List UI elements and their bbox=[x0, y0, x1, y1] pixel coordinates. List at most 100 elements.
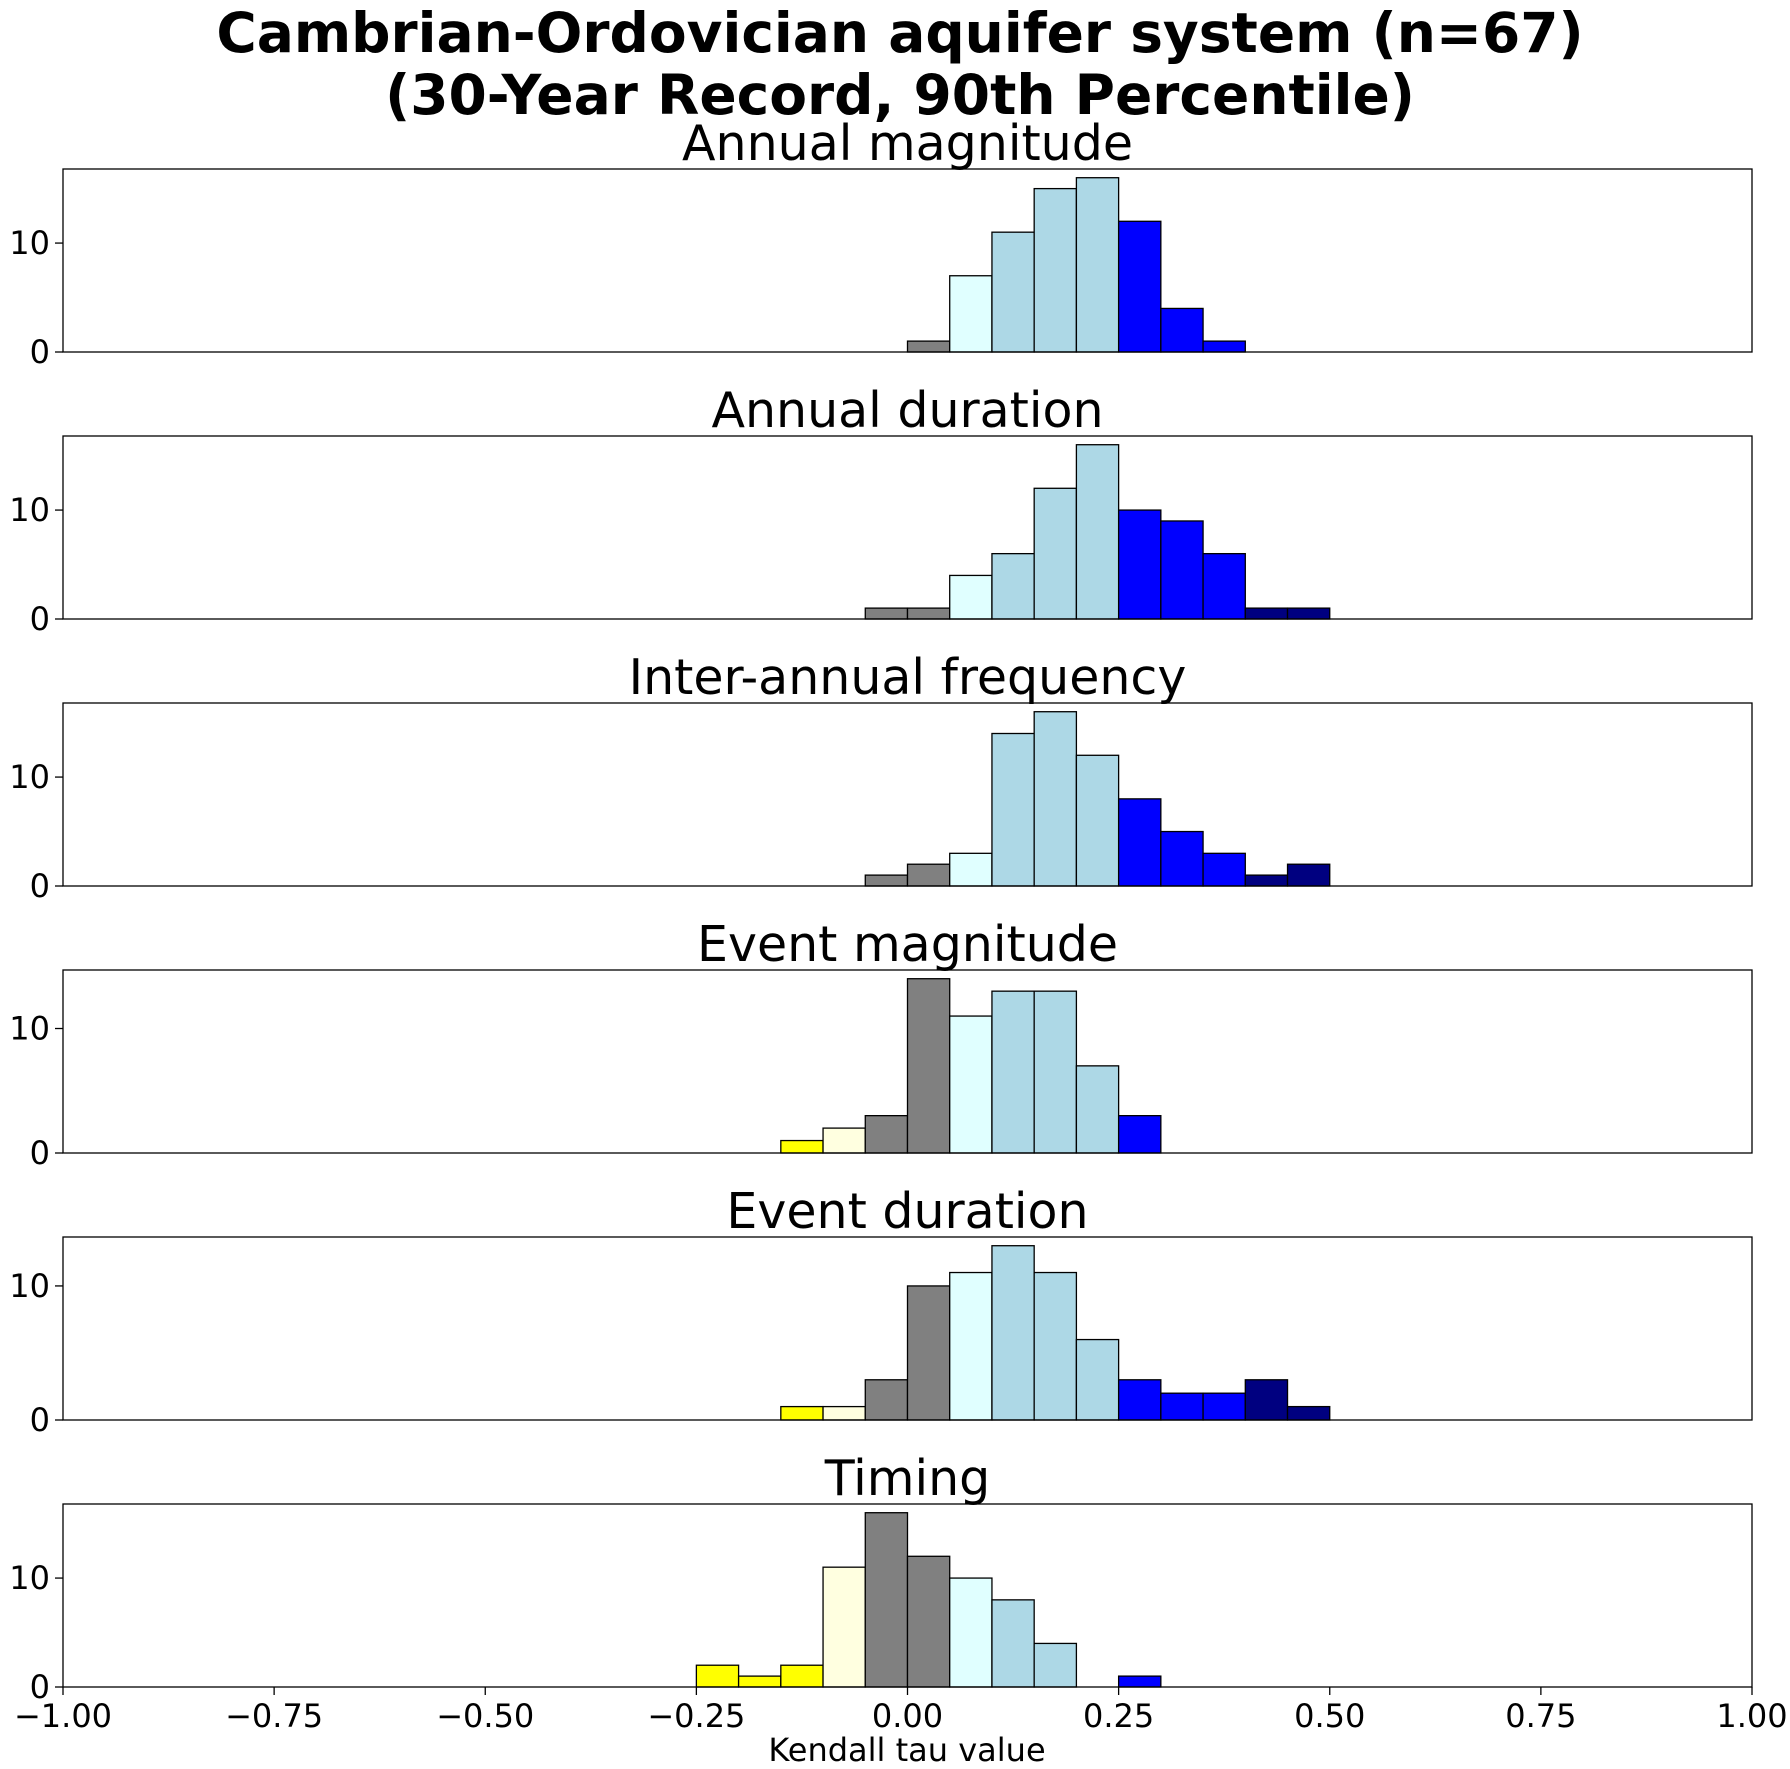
histogram-bar bbox=[1075, 754, 1120, 887]
panel-frame bbox=[62, 969, 1753, 1154]
histogram-bar bbox=[991, 231, 1035, 353]
histogram-bar bbox=[1244, 1379, 1289, 1421]
histogram-bar bbox=[1075, 177, 1120, 353]
y-tick-label: 0 bbox=[30, 867, 50, 905]
histogram-bar bbox=[1117, 1675, 1162, 1688]
histogram-bar bbox=[1160, 307, 1204, 353]
histogram-bar bbox=[864, 874, 909, 887]
histogram-bar bbox=[1244, 607, 1289, 620]
histogram-bar bbox=[991, 1599, 1035, 1688]
chart-title-line-2: (30-Year Record, 90th Percentile) bbox=[385, 63, 1415, 127]
histogram-bar bbox=[1160, 1392, 1204, 1421]
histogram-bar bbox=[822, 1127, 866, 1154]
histogram-bar bbox=[822, 1405, 866, 1421]
histogram-bar bbox=[1117, 798, 1162, 887]
histogram-bar bbox=[1033, 187, 1078, 353]
histogram-bar bbox=[1286, 1405, 1331, 1421]
histogram-bar bbox=[864, 1512, 909, 1688]
histogram-bar bbox=[1075, 1338, 1120, 1421]
histogram-bar bbox=[1033, 1642, 1078, 1688]
x-tick-label: −0.75 bbox=[225, 1697, 323, 1735]
histogram-bar bbox=[737, 1675, 782, 1688]
histogram-bar bbox=[1202, 340, 1246, 353]
histogram-bar bbox=[1117, 1379, 1162, 1421]
panel-frame bbox=[62, 1236, 1753, 1421]
histogram-bar bbox=[949, 275, 993, 353]
chart-title-line-1: Cambrian-Ordovician aquifer system (n=67… bbox=[216, 1, 1583, 65]
y-tick-label: 0 bbox=[30, 1134, 50, 1172]
histogram-bar bbox=[949, 1015, 993, 1154]
histogram-bar bbox=[1033, 990, 1078, 1154]
histogram-bar bbox=[1244, 874, 1289, 887]
histogram-bar bbox=[949, 1271, 993, 1421]
panel-1: Annual magnitude 0 10 bbox=[9, 115, 1753, 371]
panel-frame bbox=[62, 168, 1753, 353]
y-tick-label: 0 bbox=[30, 600, 50, 638]
histogram-bar bbox=[1075, 444, 1120, 620]
x-tick-label: −0.50 bbox=[436, 1697, 534, 1735]
x-tick-label: 0.50 bbox=[1294, 1697, 1365, 1735]
histogram-bar bbox=[1033, 1271, 1078, 1421]
histogram-bar bbox=[1033, 711, 1078, 887]
panel-4: Event magnitude 0 10 bbox=[9, 916, 1753, 1172]
histogram-bar bbox=[906, 607, 951, 620]
histogram-bar bbox=[906, 863, 951, 887]
histogram-bar bbox=[949, 1577, 993, 1688]
histogram-bar bbox=[822, 1566, 866, 1688]
y-tick-label: 10 bbox=[9, 758, 50, 796]
panel-title: Event magnitude bbox=[697, 916, 1118, 973]
histogram-bar bbox=[864, 1115, 909, 1154]
y-tick-label: 10 bbox=[9, 491, 50, 529]
histogram-bar bbox=[864, 1379, 909, 1421]
histogram-bar bbox=[780, 1405, 824, 1421]
histogram-bar bbox=[991, 552, 1035, 620]
x-tick-label: −0.25 bbox=[647, 1697, 745, 1735]
histogram-bar bbox=[1202, 1392, 1246, 1421]
panel-title: Event duration bbox=[726, 1183, 1088, 1240]
panel-frame bbox=[62, 435, 1753, 620]
y-tick-label: 10 bbox=[9, 1010, 50, 1048]
y-tick-label: 0 bbox=[30, 333, 50, 371]
histogram-bar bbox=[1160, 830, 1204, 887]
panel-title: Annual duration bbox=[711, 382, 1103, 439]
x-tick-label: 0.25 bbox=[1083, 1697, 1154, 1735]
x-tick-label: −1.00 bbox=[14, 1697, 112, 1735]
histogram-bar bbox=[991, 990, 1035, 1154]
y-tick-label: 0 bbox=[30, 1401, 50, 1439]
panel-title: Inter-annual frequency bbox=[629, 649, 1187, 706]
histogram-bar bbox=[906, 1285, 951, 1421]
histogram-bar bbox=[906, 1555, 951, 1688]
histogram-bar bbox=[1117, 220, 1162, 353]
panel-title: Timing bbox=[824, 1450, 991, 1507]
y-tick-label: 10 bbox=[9, 1559, 50, 1597]
histogram-bar bbox=[780, 1139, 824, 1154]
histogram-bar bbox=[1117, 509, 1162, 620]
y-tick-label: 0 bbox=[30, 1668, 50, 1706]
y-tick-label: 10 bbox=[9, 1267, 50, 1305]
x-tick-label: 0.00 bbox=[872, 1697, 943, 1735]
histogram-bar bbox=[1075, 1065, 1120, 1154]
histogram-bar bbox=[991, 1245, 1035, 1421]
histogram-bar bbox=[1286, 863, 1331, 887]
panel-2: Annual duration 0 10 bbox=[9, 382, 1753, 638]
panel-6: Timing 0 10 −1.00 −0.75 −0.50 −0.25 0.00 0.25 0.5… bbox=[9, 1450, 1787, 1735]
panel-5: Event duration 0 10 bbox=[9, 1183, 1753, 1439]
panel-title: Annual magnitude bbox=[682, 115, 1133, 172]
histogram-bar bbox=[949, 574, 993, 620]
histogram-bar bbox=[780, 1664, 824, 1688]
panel-3: Inter-annual frequency 0 10 bbox=[9, 649, 1753, 905]
histogram-bar bbox=[949, 852, 993, 887]
x-axis-label: Kendall tau value bbox=[768, 1731, 1045, 1769]
histogram-bar bbox=[906, 340, 951, 353]
histogram-bar bbox=[906, 978, 951, 1154]
histogram-bar bbox=[864, 607, 909, 620]
histogram-bar bbox=[1202, 552, 1246, 620]
panel-frame bbox=[62, 702, 1753, 887]
x-tick-label: 0.75 bbox=[1505, 1697, 1576, 1735]
x-tick-label: 1.00 bbox=[1716, 1697, 1787, 1735]
histogram-bar bbox=[1286, 607, 1331, 620]
histogram-bar bbox=[991, 732, 1035, 887]
